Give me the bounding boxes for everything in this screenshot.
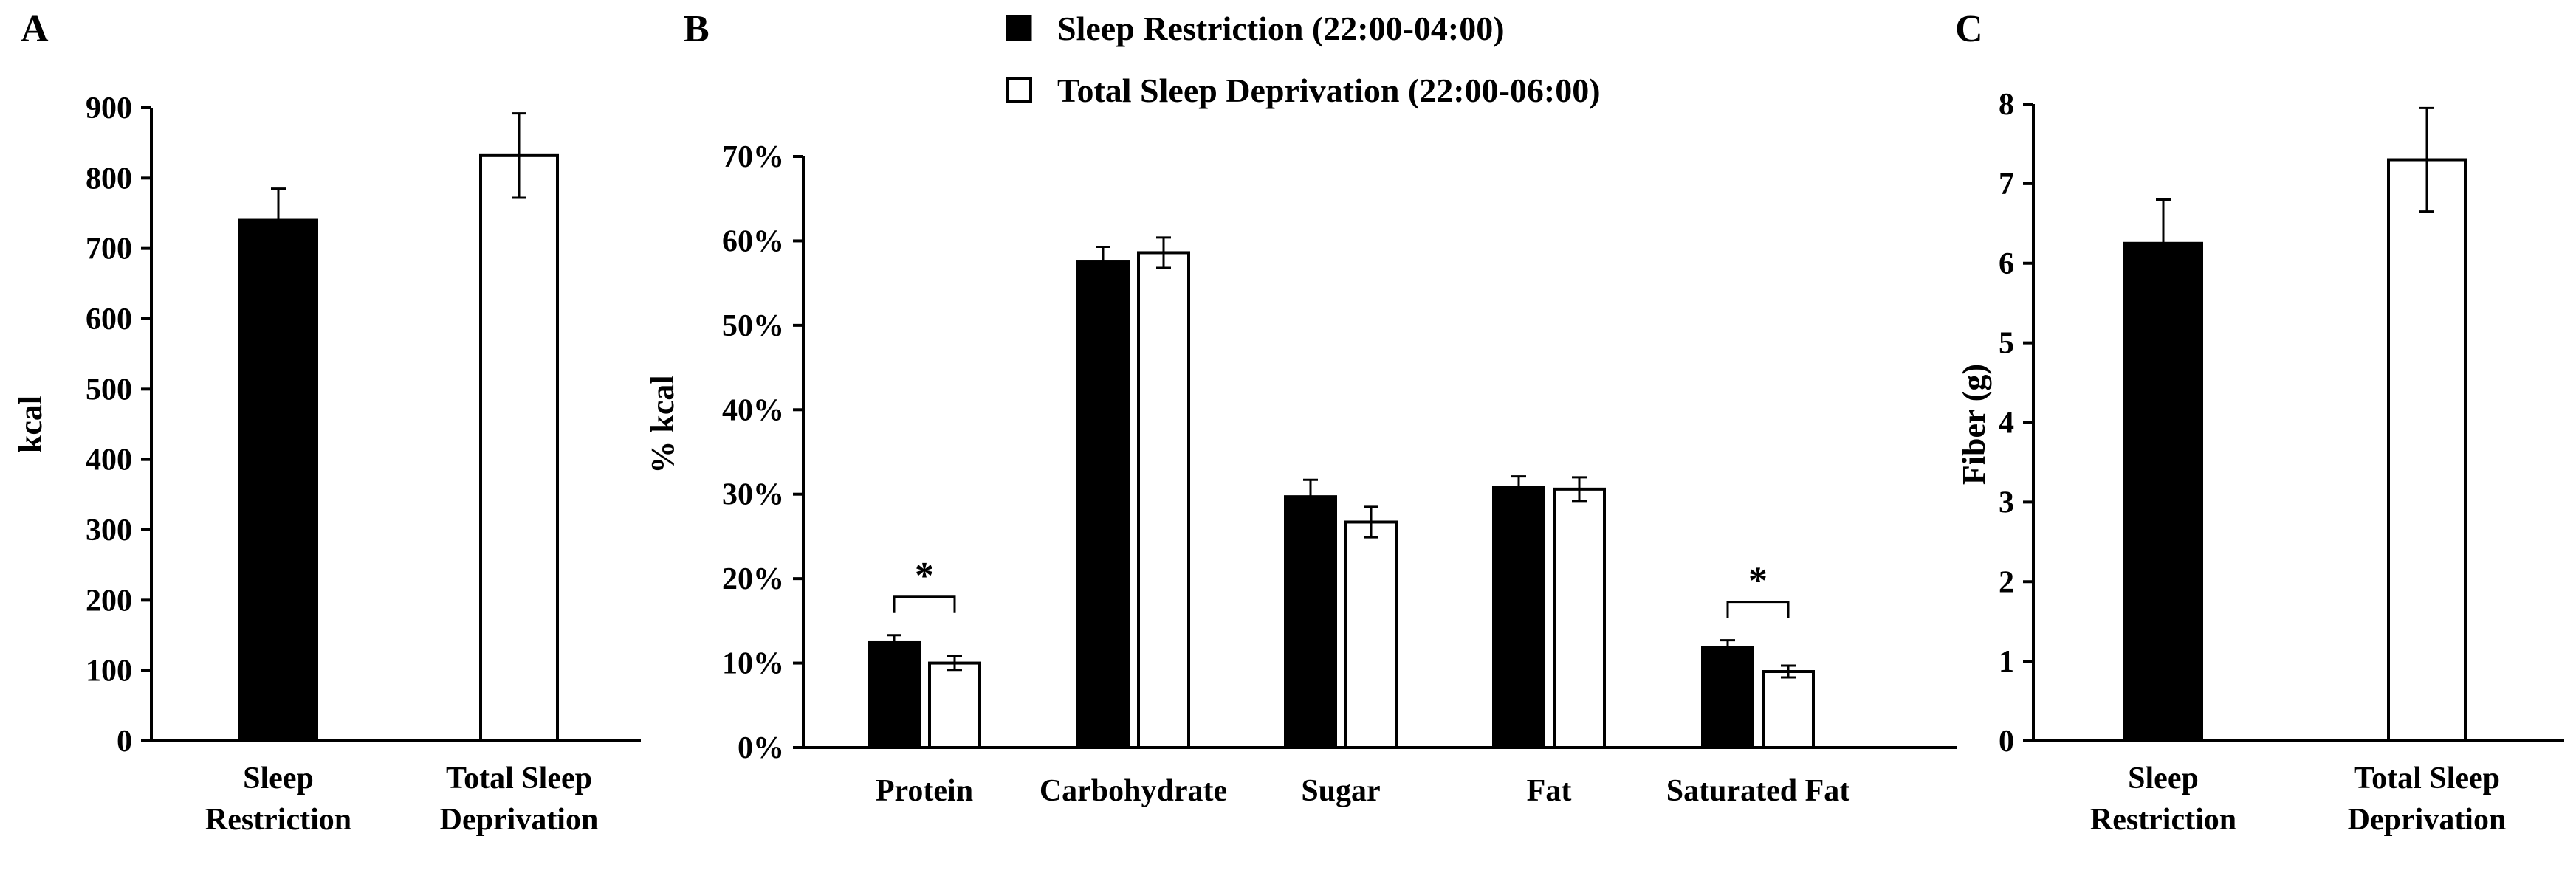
legend-swatch-restriction — [1006, 15, 1032, 41]
category-label-c: Total Sleep — [2354, 762, 2500, 795]
y-tick-label-a: 700 — [86, 232, 132, 266]
plot-c: 0 1 2 3 4 5 6 7 8 Sleep Restriction Total Sleep Depr… — [1999, 88, 2564, 837]
y-tick-label-c: 4 — [1999, 407, 2014, 441]
significance-bracket — [893, 595, 956, 613]
legend-swatch-deprivation — [1006, 77, 1032, 103]
category-label-b: Saturated Fat — [1666, 774, 1849, 808]
y-tick-label-c: 8 — [1999, 88, 2014, 122]
bar-b-1-3 — [1553, 487, 1606, 749]
y-tick-label-a: 400 — [86, 443, 132, 477]
bar-b-1-1 — [1137, 251, 1190, 750]
category-label-b: Fat — [1527, 774, 1572, 808]
y-axis-title-c: Fiber (g) — [1956, 364, 1992, 485]
category-label-b: Protein — [876, 774, 973, 808]
y-tick-label-b: 20% — [722, 562, 784, 596]
legend-label-restriction: Sleep Restriction (22:00-04:00) — [1057, 10, 1505, 47]
bar-b-0-3 — [1492, 486, 1545, 749]
y-tick-label-b: 10% — [722, 647, 784, 681]
category-label-a: Deprivation — [440, 803, 599, 837]
bar-c-0 — [2123, 241, 2203, 742]
bar-c-1 — [2387, 158, 2467, 742]
y-tick-label-a: 300 — [86, 514, 132, 548]
panel-label-c: C — [1955, 8, 1983, 50]
y-tick-label-b: 0% — [738, 731, 784, 765]
y-tick-label-b: 30% — [722, 478, 784, 512]
y-tick-label-a: 200 — [86, 584, 132, 618]
plot-b: 0% 10% 20% 30% 40% 50% 60% 70% Protein Carbohydra… — [722, 140, 1957, 808]
legend: Sleep Restriction (22:00-04:00) Total Sl… — [1006, 10, 1601, 109]
y-tick-label-a: 600 — [86, 303, 132, 336]
panel-label-a: A — [21, 8, 49, 50]
category-label-a: Restriction — [205, 803, 351, 837]
y-axis-title-a: kcal — [13, 396, 49, 453]
category-label-a: Sleep — [243, 762, 314, 795]
significance-bracket — [1726, 601, 1790, 618]
y-tick-label-b: 40% — [722, 393, 784, 427]
y-axis-title-b: % kcal — [645, 375, 681, 473]
y-tick-label-a: 0 — [117, 725, 132, 759]
category-label-c: Sleep — [2128, 762, 2199, 795]
y-tick-label-b: 60% — [722, 224, 784, 258]
bar-b-1-2 — [1344, 520, 1398, 749]
category-label-a: Total Sleep — [446, 762, 592, 795]
y-tick-label-c: 6 — [1999, 247, 2014, 281]
category-label-b: Sugar — [1301, 774, 1380, 808]
y-tick-label-c: 0 — [1999, 725, 2014, 759]
bar-b-0-4 — [1701, 646, 1754, 750]
significance-marker: * — [1748, 560, 1768, 602]
bar-b-1-4 — [1762, 670, 1815, 749]
bar-b-0-1 — [1076, 260, 1130, 749]
bar-a-0 — [238, 218, 318, 742]
y-tick-label-c: 2 — [1999, 565, 2014, 599]
significance-marker: * — [915, 555, 934, 597]
legend-label-deprivation: Total Sleep Deprivation (22:00-06:00) — [1057, 72, 1601, 109]
panel-label-b: B — [684, 8, 710, 50]
y-tick-label-c: 1 — [1999, 645, 2014, 679]
y-tick-label-c: 7 — [1999, 168, 2014, 201]
bar-b-0-2 — [1284, 495, 1337, 749]
bar-b-0-0 — [868, 640, 921, 750]
y-tick-label-a: 100 — [86, 655, 132, 688]
bar-a-1 — [479, 153, 559, 742]
y-tick-label-b: 70% — [722, 140, 784, 174]
y-tick-label-b: 50% — [722, 309, 784, 343]
category-label-b: Carbohydrate — [1040, 774, 1227, 808]
y-tick-label-a: 500 — [86, 373, 132, 407]
y-tick-label-c: 5 — [1999, 327, 2014, 361]
y-tick-label-a: 800 — [86, 162, 132, 196]
plot-a: 0 100 200 300 400 500 600 700 800 900 Sleep Restric… — [86, 92, 641, 837]
category-label-c: Restriction — [2090, 803, 2236, 837]
bar-b-1-0 — [928, 661, 981, 749]
category-label-c: Deprivation — [2348, 803, 2507, 837]
y-tick-label-c: 3 — [1999, 486, 2014, 519]
y-tick-label-a: 900 — [86, 92, 132, 125]
